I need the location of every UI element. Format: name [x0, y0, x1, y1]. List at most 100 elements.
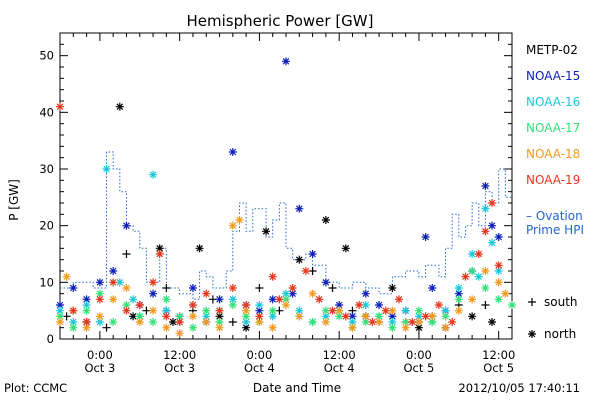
y-tick-label: 40: [39, 105, 54, 119]
marker: [255, 312, 264, 321]
marker: [56, 102, 64, 111]
marker: [295, 306, 304, 315]
marker: [474, 250, 483, 258]
data-point-noaa-16: [295, 306, 304, 315]
data-point-noaa-17: [282, 295, 290, 304]
marker: [175, 329, 184, 338]
data-point-noaa-19: [228, 284, 237, 292]
marker-legend-symbol: [528, 298, 536, 306]
data-point-noaa-18: [235, 216, 244, 224]
marker: [361, 301, 370, 309]
data-point-noaa-18: [321, 318, 330, 326]
data-point-noaa-16: [228, 295, 237, 304]
data-point-noaa-15: [481, 182, 490, 190]
marker: [149, 170, 158, 179]
marker: [69, 306, 78, 315]
data-point-noaa-15: [122, 221, 131, 230]
marker: [202, 306, 211, 315]
data-point-noaa-19: [95, 295, 104, 304]
marker: [295, 312, 304, 321]
x-tick-date-label: Oct 5: [404, 361, 435, 375]
data-point-metp-02: [195, 244, 204, 253]
marker: [282, 301, 290, 309]
data-point-noaa-16: [441, 306, 450, 315]
data-point-noaa-16: [488, 238, 497, 247]
data-point-noaa-18: [428, 312, 437, 321]
marker: [82, 306, 91, 315]
data-point-metp-02: [162, 284, 171, 292]
data-point-noaa-18: [228, 221, 237, 230]
marker: [375, 301, 384, 309]
marker: [488, 318, 497, 326]
data-point-noaa-16: [82, 301, 91, 309]
data-point-noaa-16: [361, 301, 370, 309]
plot-credit: Plot: CCMC: [4, 381, 67, 395]
data-point-metp-02: [295, 255, 304, 264]
data-point-noaa-18: [62, 272, 71, 281]
marker: [155, 244, 164, 253]
data-point-noaa-17: [122, 301, 131, 309]
marker: [255, 306, 264, 315]
marker: [295, 255, 304, 264]
marker: [255, 301, 264, 309]
marker: [56, 306, 64, 315]
marker: [129, 295, 138, 304]
marker: [62, 272, 71, 281]
data-point-noaa-18: [268, 323, 277, 332]
x-tick-time-label: 12:00: [163, 348, 196, 362]
x-tick-date-label: Oct 3: [164, 361, 195, 375]
data-point-noaa-17: [149, 318, 158, 326]
marker: [308, 318, 317, 326]
marker: [428, 312, 437, 321]
marker-legend-south: south: [544, 295, 578, 309]
marker: [228, 221, 237, 230]
marker: [115, 278, 124, 287]
marker: [149, 318, 158, 326]
marker: [501, 289, 510, 298]
data-point-noaa-19: [242, 301, 251, 309]
data-point-metp-02: [129, 312, 138, 321]
marker: [454, 284, 463, 292]
marker: [295, 204, 304, 213]
data-point-metp-02: [215, 312, 224, 321]
marker: [481, 204, 490, 213]
y-axis-label: P [GW]: [7, 179, 21, 221]
marker: [361, 312, 370, 321]
marker: [468, 295, 477, 304]
data-point-noaa-15: [255, 306, 264, 315]
data-point-noaa-19: [315, 295, 324, 304]
data-point-noaa-18: [441, 323, 450, 332]
marker: [388, 312, 397, 321]
data-point-noaa-18: [242, 306, 251, 315]
y-tick-label: 0: [47, 332, 54, 346]
data-point-noaa-18: [56, 318, 64, 326]
x-tick-time-label: 12:00: [482, 348, 515, 362]
marker: [268, 306, 277, 315]
marker: [441, 323, 450, 332]
marker: [488, 199, 497, 207]
data-point-noaa-18: [388, 306, 397, 315]
x-tick-time-label: 12:00: [323, 348, 356, 362]
data-point-noaa-19: [188, 301, 197, 309]
data-point-noaa-16: [321, 312, 330, 321]
marker: [56, 312, 64, 321]
marker: [162, 284, 171, 292]
marker: [135, 318, 144, 326]
marker: [122, 306, 131, 315]
data-point-noaa-17: [82, 306, 91, 315]
y-tick-label: 50: [39, 49, 54, 63]
marker: [448, 318, 457, 326]
data-point-noaa-15: [494, 233, 503, 241]
data-point-noaa-15: [361, 289, 370, 298]
data-point-noaa-19: [461, 272, 470, 281]
data-point-noaa-18: [122, 284, 131, 292]
data-point-noaa-17: [109, 318, 118, 326]
marker: [175, 312, 184, 321]
marker: [95, 278, 104, 287]
data-point-noaa-16: [481, 204, 490, 213]
data-point-noaa-16: [202, 312, 211, 321]
marker: [335, 312, 344, 321]
data-point-noaa-15: [308, 250, 317, 258]
data-point-noaa-17: [428, 318, 437, 326]
